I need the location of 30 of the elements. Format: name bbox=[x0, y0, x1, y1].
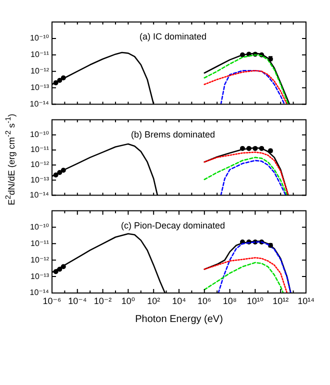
x-axis-title: Photon Energy (eV) bbox=[135, 314, 223, 325]
x-tick-label: 10⁻² bbox=[94, 296, 112, 306]
text: (a) IC dominated bbox=[139, 31, 207, 42]
y-tick-label: 10⁻¹¹ bbox=[30, 50, 50, 60]
x-tick-label: 10¹⁰ bbox=[246, 296, 264, 306]
y-tick-label: 10⁻¹⁰ bbox=[30, 222, 49, 232]
y-tick-label: 10⁻¹² bbox=[30, 255, 50, 264]
text: (c) Pion-Decay dominated bbox=[120, 220, 226, 230]
y-tick-label: 10⁻¹⁴ bbox=[30, 190, 50, 200]
y-tick-label: 10⁻¹³ bbox=[30, 272, 50, 281]
text: (b) Brems dominated bbox=[130, 129, 216, 140]
x-tick-label: 10¹⁴ bbox=[298, 296, 315, 306]
y-tick-label: 10⁻¹² bbox=[30, 66, 50, 76]
y-tick-label: 10⁻¹⁴ bbox=[30, 288, 50, 298]
x-tick-label: 10⁻⁴ bbox=[68, 296, 87, 306]
y-tick-label: 10⁻¹³ bbox=[30, 175, 50, 184]
y-tick-label: 10⁻¹³ bbox=[30, 82, 50, 92]
y-tick-label: 10⁻¹¹ bbox=[30, 238, 50, 248]
x-tick-label: 10⁴ bbox=[172, 296, 186, 306]
x-tick-label: 10¹² bbox=[272, 296, 289, 306]
x-tick-label: 10⁻⁶ bbox=[42, 296, 62, 306]
x-tick-label: 10² bbox=[147, 296, 160, 306]
y-tick-label: 10⁻¹² bbox=[30, 160, 50, 170]
y-tick-label: 10⁻¹⁰ bbox=[30, 130, 49, 140]
y-tick-label: 10⁻¹⁴ bbox=[30, 99, 50, 108]
y-tick-label: 10⁻¹¹ bbox=[30, 145, 50, 154]
x-tick-label: 10⁶ bbox=[198, 296, 212, 306]
x-tick-label: 10⁸ bbox=[222, 296, 237, 306]
x-tick-label: 10⁰ bbox=[121, 296, 136, 306]
y-tick-label: 10⁻¹⁰ bbox=[30, 34, 49, 43]
